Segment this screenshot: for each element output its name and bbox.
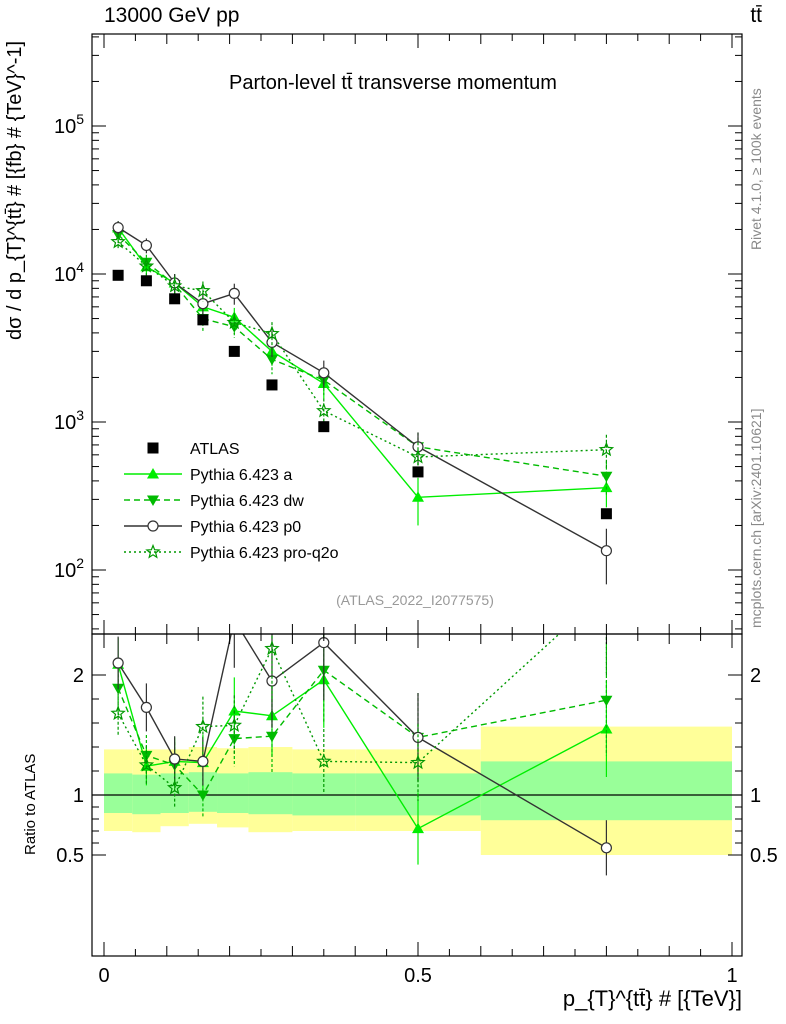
data-point — [316, 753, 332, 769]
data-point — [264, 325, 280, 341]
data-point — [600, 842, 613, 854]
data-point — [196, 790, 209, 801]
data-point — [197, 298, 209, 310]
legend-marker — [147, 520, 159, 532]
legend-marker — [147, 442, 159, 454]
main-panel-content — [110, 221, 615, 585]
data-point — [195, 282, 211, 298]
data-point — [265, 354, 278, 366]
series-line — [117, 241, 607, 458]
atlas-data-point — [228, 345, 240, 357]
ratio-tick-label-right: 1 — [750, 785, 761, 807]
data-point — [228, 287, 240, 299]
y-tick-label: 104 — [54, 259, 84, 286]
atlas-data-point — [266, 379, 278, 391]
data-point — [166, 277, 183, 293]
data-point — [412, 491, 424, 502]
series-line — [117, 669, 607, 797]
data-point — [138, 756, 155, 772]
collision-energy-label: 13000 GeV pp — [104, 4, 240, 27]
atlas-data-point — [600, 508, 612, 520]
ratio-tick-label-right: 0.5 — [750, 845, 778, 867]
atlas-data-point — [412, 466, 424, 478]
legend-label: Pythia 6.423 p0 — [190, 519, 301, 536]
legend-label: Pythia 6.423 dw — [190, 493, 304, 510]
data-point — [110, 705, 126, 721]
data-point — [318, 367, 330, 379]
x-tick-label: 0.5 — [404, 965, 432, 987]
data-point — [598, 441, 615, 457]
ratio-panel-content — [92, 585, 742, 876]
ratio-tick-label-left: 2 — [73, 665, 84, 687]
data-point — [169, 753, 181, 765]
y-tick-label: 102 — [54, 555, 84, 582]
data-point — [600, 545, 613, 557]
analysis-id-label: (ATLAS_2022_I2077575) — [336, 592, 494, 608]
data-point — [140, 239, 152, 252]
x-axis-label: p_{T}^{tt̄} # [{TeV}] — [562, 986, 742, 1011]
data-point — [228, 734, 241, 745]
legend-marker — [147, 495, 159, 506]
data-point — [410, 754, 426, 770]
data-point — [110, 233, 126, 249]
series-line — [117, 634, 561, 789]
process-label: tt̄ — [750, 4, 762, 27]
ratio-band-stat — [104, 773, 133, 813]
data-point — [316, 402, 332, 418]
data-point — [112, 657, 124, 669]
data-point — [600, 471, 613, 483]
data-point — [264, 640, 280, 656]
data-point — [112, 221, 124, 234]
ratio-band-stat — [217, 773, 249, 813]
x-tick-label: 0 — [98, 965, 109, 987]
data-point — [265, 731, 278, 743]
plot-title: Parton-level tt̄ transverse momentum — [229, 72, 557, 94]
data-point — [166, 779, 183, 795]
legend-label: Pythia 6.423 a — [190, 467, 292, 484]
ratio-tick-label-right: 2 — [750, 665, 761, 687]
ratio-band-stat — [248, 772, 293, 815]
data-point — [600, 695, 613, 707]
data-point — [228, 705, 241, 716]
y-tick-label: 103 — [54, 407, 84, 434]
data-point — [229, 615, 239, 625]
legend-label: ATLAS — [190, 441, 240, 458]
ratio-tick-label-left: 0.5 — [56, 845, 84, 867]
legend-marker — [145, 543, 161, 559]
ratio-tick-label-left: 1 — [73, 785, 84, 807]
data-point — [195, 718, 211, 734]
series-line — [117, 634, 607, 849]
data-point — [226, 314, 243, 330]
data-point — [140, 257, 153, 269]
series-line — [117, 234, 607, 477]
x-tick-label: 1 — [726, 965, 737, 987]
data-point — [600, 585, 612, 597]
data-point — [140, 701, 152, 714]
data-point — [600, 723, 613, 734]
y-tick-label: 105 — [54, 111, 84, 138]
atlas-data-point — [169, 293, 181, 305]
main-frame — [91, 33, 743, 635]
legend-label: Pythia 6.423 pro-q2o — [190, 545, 339, 562]
data-point — [138, 257, 155, 273]
atlas-data-point — [197, 314, 209, 326]
data-point — [412, 822, 424, 834]
atlas-data-point — [112, 269, 124, 281]
atlas-data-point — [318, 421, 330, 433]
data-point — [197, 755, 209, 768]
data-point — [412, 731, 424, 744]
legend-marker — [147, 468, 159, 479]
data-point — [410, 448, 426, 464]
atlas-data-point — [140, 275, 152, 287]
data-point — [226, 717, 243, 733]
